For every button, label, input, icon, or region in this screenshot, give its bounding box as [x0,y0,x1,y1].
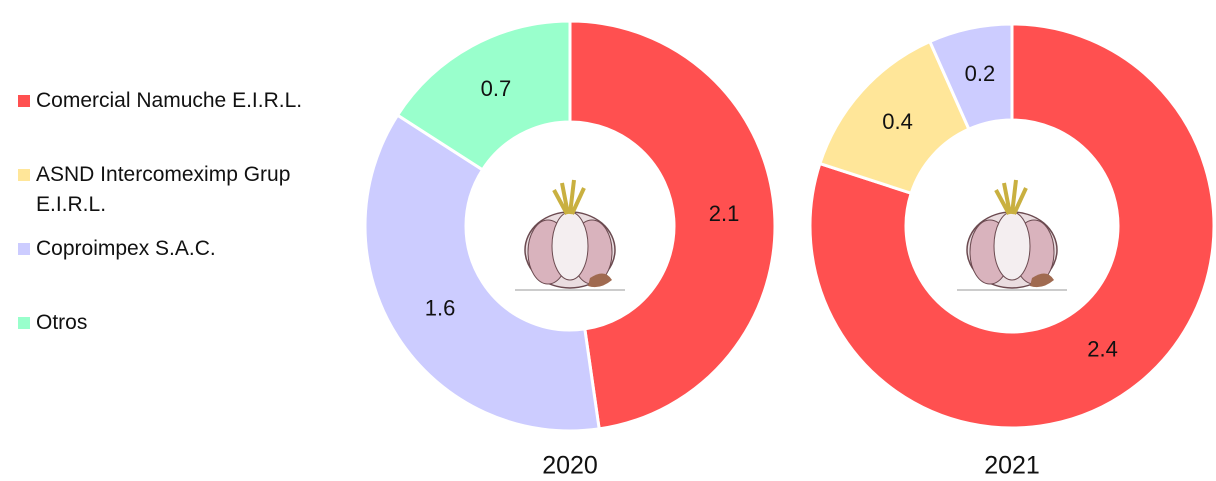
garlic-icon [955,178,1069,292]
legend-label: Coproimpex S.A.C. [36,237,216,260]
data-label: 0.4 [882,109,913,134]
legend-label: Comercial Namuche E.I.R.L. [36,89,303,112]
legend-swatch [18,169,30,181]
donut-slice [568,19,777,431]
data-label: 0.7 [481,76,512,101]
garlic-icon [513,178,627,292]
donut-slice [395,19,572,172]
legend-item: Otros [18,308,338,370]
data-label: 1.6 [425,295,456,320]
donut-slice [808,22,1216,430]
legend: Comercial Namuche E.I.R.L. ASND Intercome… [18,86,338,382]
chart-title: 2021 [984,452,1040,480]
legend-label: ASND Intercomeximp Grup E.I.R.L. [36,163,291,216]
data-label: 2.4 [1087,336,1118,361]
donut-slice [927,22,1014,132]
data-label: 0.2 [965,61,996,86]
legend-swatch [18,243,30,255]
legend-item: Comercial Namuche E.I.R.L. [18,86,338,148]
legend-label: Otros [36,311,88,334]
data-label: 2.1 [709,201,740,226]
legend-swatch [18,317,30,329]
legend-item: ASND Intercomeximp Grup E.I.R.L. [18,160,338,222]
legend-item: Coproimpex S.A.C. [18,234,338,296]
chart-title: 2020 [542,452,598,480]
donut-slice [363,113,601,433]
legend-swatch [18,95,30,107]
